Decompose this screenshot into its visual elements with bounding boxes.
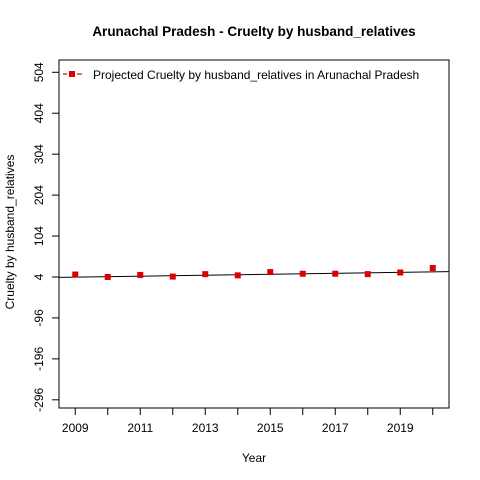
y-tick-label: 4 xyxy=(32,273,46,280)
legend-marker xyxy=(69,71,75,77)
data-point xyxy=(267,269,274,276)
y-axis: -296 -196 -96 4 104 204 304 404 504 xyxy=(32,62,60,412)
data-points xyxy=(72,264,436,280)
data-point xyxy=(169,273,176,280)
y-tick-label: 204 xyxy=(32,185,46,205)
plot-frame xyxy=(58,59,450,409)
data-point xyxy=(332,270,339,277)
data-point xyxy=(364,271,371,278)
data-point xyxy=(137,271,144,278)
data-point xyxy=(299,270,306,277)
y-tick-label: -196 xyxy=(32,347,46,371)
x-tick-label: 2011 xyxy=(127,421,153,435)
y-tick-label: -296 xyxy=(32,387,46,411)
data-point xyxy=(202,271,209,278)
y-tick-label: 504 xyxy=(32,62,46,82)
y-tick-label: 304 xyxy=(32,144,46,164)
y-tick-label: -96 xyxy=(32,309,46,327)
legend-label: Projected Cruelty by husband_relatives i… xyxy=(93,68,419,82)
legend: Projected Cruelty by husband_relatives i… xyxy=(63,68,419,82)
y-tick-label: 404 xyxy=(32,103,46,123)
x-axis: 2009 2011 2013 2015 2017 2019 xyxy=(62,407,434,435)
x-tick-label: 2013 xyxy=(192,421,219,435)
trend-layer xyxy=(58,271,450,278)
x-tick-label: 2017 xyxy=(322,421,349,435)
data-point xyxy=(397,269,404,276)
data-point xyxy=(104,273,111,280)
y-axis-label: Cruelty by husband_relatives xyxy=(3,155,17,310)
data-point xyxy=(72,271,79,278)
x-tick-label: 2015 xyxy=(257,421,284,435)
y-tick-label: 104 xyxy=(32,226,46,246)
trend-line xyxy=(58,271,450,278)
x-axis-label: Year xyxy=(242,451,266,465)
x-tick-label: 2009 xyxy=(62,421,89,435)
x-tick-label: 2019 xyxy=(387,421,414,435)
data-point xyxy=(429,264,436,271)
chart-title: Arunachal Pradesh - Cruelty by husband_r… xyxy=(92,24,415,39)
data-point xyxy=(234,272,241,279)
